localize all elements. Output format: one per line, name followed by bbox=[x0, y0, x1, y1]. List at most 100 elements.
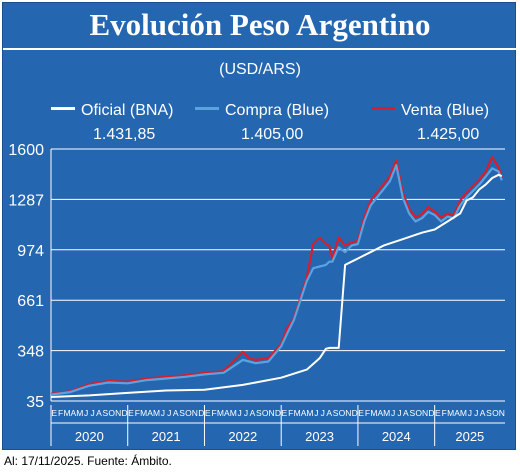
legend-value-oficial: 1.431,85 bbox=[93, 126, 156, 143]
month-label: S bbox=[179, 408, 185, 418]
month-label: A bbox=[224, 408, 230, 418]
month-label: D bbox=[428, 408, 434, 418]
legend-swatch-compra bbox=[195, 107, 219, 111]
month-label: F bbox=[211, 408, 216, 418]
month-label: E bbox=[282, 408, 288, 418]
month-label: N bbox=[422, 408, 428, 418]
month-label: D bbox=[275, 408, 281, 418]
month-label: O bbox=[492, 408, 499, 418]
month-label: J bbox=[161, 408, 165, 418]
month-label: F bbox=[135, 408, 140, 418]
month-label: S bbox=[103, 408, 109, 418]
month-label: J bbox=[468, 408, 472, 418]
year-label-2020: 2020 bbox=[75, 429, 104, 444]
y-tick-label: 35 bbox=[26, 394, 44, 411]
month-label: E bbox=[205, 408, 211, 418]
chart-subtitle: (USD/ARS) bbox=[219, 61, 301, 78]
y-tick-label: 661 bbox=[17, 293, 44, 310]
legend-label-oficial: Oficial (BNA) bbox=[81, 102, 174, 119]
month-label: D bbox=[352, 408, 358, 418]
footer-note: Al: 17/11/2025. Fuente: Ámbito. bbox=[4, 454, 172, 468]
series-line-0 bbox=[50, 173, 503, 398]
year-label-2022: 2022 bbox=[228, 429, 257, 444]
legend-swatch-oficial bbox=[51, 107, 75, 111]
month-label: M bbox=[140, 408, 147, 418]
month-label: A bbox=[326, 408, 332, 418]
y-tick-label: 1287 bbox=[8, 192, 44, 209]
month-label: A bbox=[480, 408, 486, 418]
month-label: M bbox=[383, 408, 390, 418]
month-label: A bbox=[377, 408, 383, 418]
month-label: D bbox=[198, 408, 204, 418]
month-label: A bbox=[301, 408, 307, 418]
month-label: F bbox=[58, 408, 63, 418]
month-label: S bbox=[486, 408, 492, 418]
month-label: E bbox=[435, 408, 441, 418]
month-label: A bbox=[96, 408, 102, 418]
year-label-2021: 2021 bbox=[152, 429, 181, 444]
month-label: J bbox=[167, 408, 171, 418]
month-label: F bbox=[288, 408, 293, 418]
month-label: N bbox=[499, 408, 505, 418]
month-label: N bbox=[269, 408, 275, 418]
month-label: S bbox=[333, 408, 339, 418]
month-label: S bbox=[409, 408, 415, 418]
month-label: M bbox=[76, 408, 83, 418]
legend-swatch-venta bbox=[371, 107, 395, 111]
month-label: A bbox=[71, 408, 77, 418]
y-tick-label: 348 bbox=[17, 344, 44, 361]
month-label: M bbox=[460, 408, 467, 418]
month-label: J bbox=[474, 408, 478, 418]
legend-compra: Compra (Blue) bbox=[195, 102, 329, 120]
month-label: O bbox=[262, 408, 269, 418]
month-label: A bbox=[147, 408, 153, 418]
month-label: O bbox=[415, 408, 422, 418]
month-label: E bbox=[358, 408, 364, 418]
month-label: M bbox=[153, 408, 160, 418]
month-label: J bbox=[84, 408, 88, 418]
legend-value-venta: 1.425,00 bbox=[417, 126, 480, 143]
month-label: J bbox=[314, 408, 318, 418]
year-label-2023: 2023 bbox=[305, 429, 334, 444]
year-label-2024: 2024 bbox=[382, 429, 411, 444]
chart-title: Evolución Peso Argentino bbox=[89, 7, 431, 42]
month-label: J bbox=[90, 408, 94, 418]
month-label: N bbox=[345, 408, 351, 418]
month-label: J bbox=[391, 408, 395, 418]
y-tick-label: 1600 bbox=[8, 142, 44, 159]
month-label: M bbox=[370, 408, 377, 418]
month-label: A bbox=[173, 408, 179, 418]
month-label: E bbox=[51, 408, 57, 418]
month-label: J bbox=[397, 408, 401, 418]
year-label-2025: 2025 bbox=[455, 429, 484, 444]
month-label: J bbox=[321, 408, 325, 418]
plot-area bbox=[51, 149, 505, 401]
month-label: A bbox=[403, 408, 409, 418]
month-label: M bbox=[447, 408, 454, 418]
month-label: A bbox=[250, 408, 256, 418]
month-label: N bbox=[115, 408, 121, 418]
month-label: M bbox=[217, 408, 224, 418]
month-label: M bbox=[306, 408, 313, 418]
legend-label-venta: Venta (Blue) bbox=[401, 102, 490, 119]
month-label: S bbox=[256, 408, 262, 418]
month-label: O bbox=[185, 408, 192, 418]
legend-value-compra: 1.405,00 bbox=[241, 126, 304, 143]
month-label: E bbox=[128, 408, 134, 418]
month-label: F bbox=[442, 408, 447, 418]
month-label: O bbox=[339, 408, 346, 418]
legend-oficial: Oficial (BNA) bbox=[51, 102, 173, 120]
month-label: D bbox=[121, 408, 127, 418]
month-label: J bbox=[244, 408, 248, 418]
legend-label-compra: Compra (Blue) bbox=[225, 102, 330, 119]
month-label: J bbox=[238, 408, 242, 418]
title-divider bbox=[3, 48, 517, 50]
series-line-2 bbox=[50, 156, 503, 395]
month-label: F bbox=[365, 408, 370, 418]
month-label: N bbox=[192, 408, 198, 418]
month-label: O bbox=[108, 408, 115, 418]
legend-venta: Venta (Blue) bbox=[371, 102, 489, 120]
month-label: M bbox=[294, 408, 301, 418]
month-label: A bbox=[454, 408, 460, 418]
